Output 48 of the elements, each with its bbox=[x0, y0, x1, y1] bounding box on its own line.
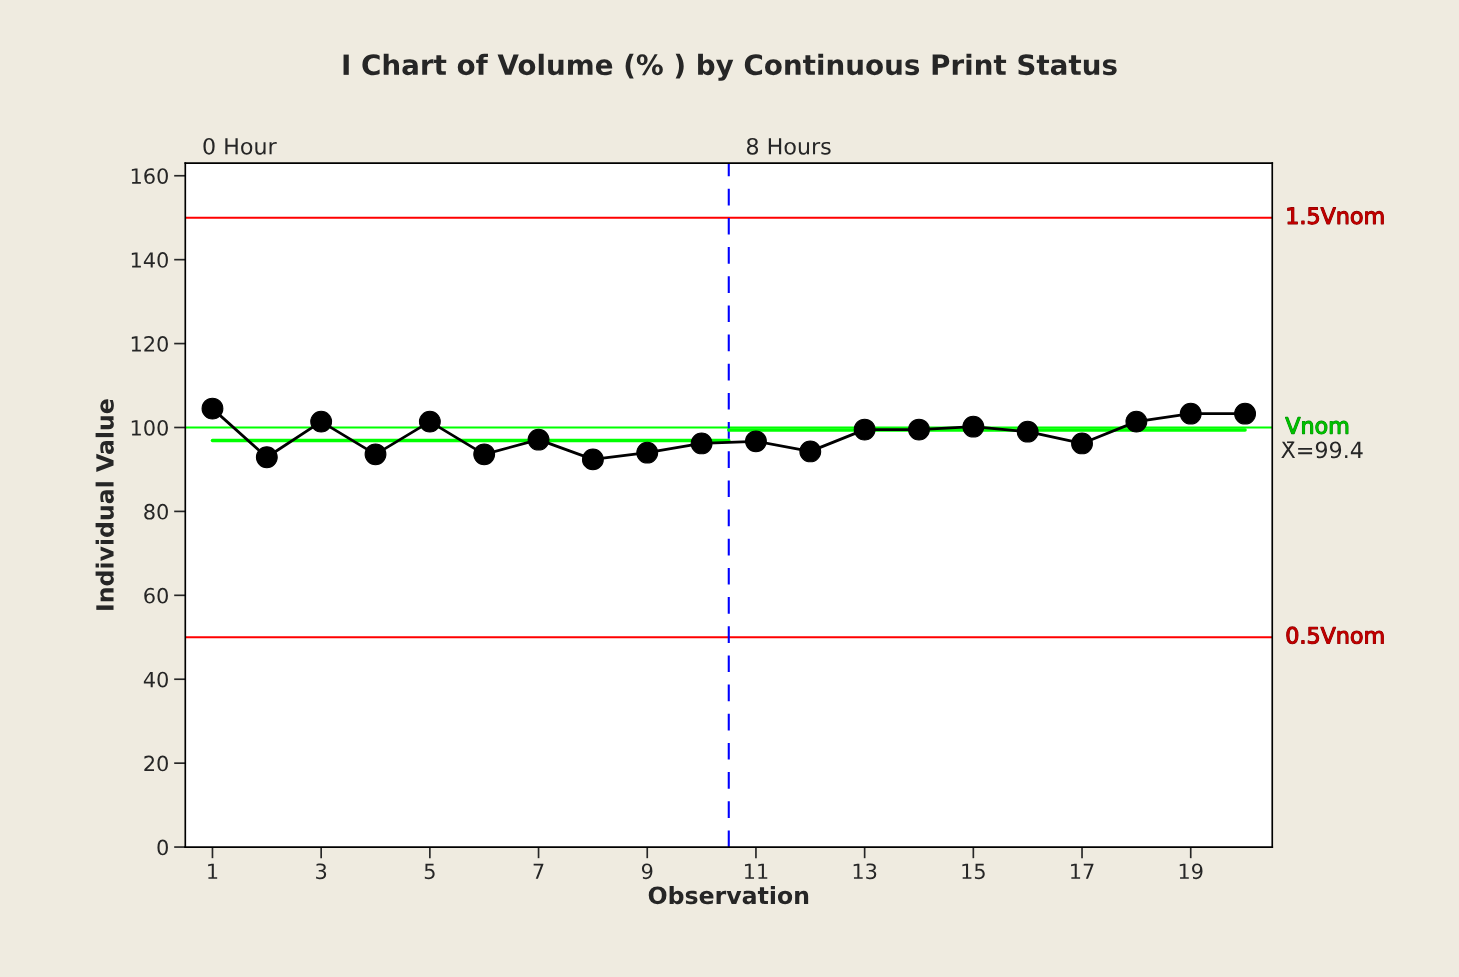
y-tick-label: 100 bbox=[131, 419, 168, 436]
x-tick-label: 1 bbox=[208, 863, 218, 879]
x-tick-label: 5 bbox=[424, 863, 435, 880]
point bbox=[690, 432, 713, 455]
point bbox=[1125, 410, 1148, 433]
point bbox=[201, 397, 224, 420]
text: 8 Hours bbox=[746, 137, 831, 155]
point bbox=[1234, 402, 1257, 425]
point bbox=[853, 418, 876, 441]
point bbox=[799, 440, 822, 463]
x-tick-label: 19 bbox=[1179, 863, 1203, 880]
x-tick-label: 7 bbox=[533, 863, 544, 879]
point bbox=[527, 428, 550, 451]
ref-line-label: 0.5Vnom bbox=[1286, 626, 1384, 644]
y-axis-title: Individual Value bbox=[95, 399, 114, 610]
y-tick-label: 60 bbox=[144, 587, 168, 604]
point bbox=[581, 448, 604, 471]
y-tick-label: 40 bbox=[143, 671, 168, 688]
ref-line-label: Vnom bbox=[1285, 417, 1348, 434]
ref-line-label: 1.5Vnom bbox=[1287, 207, 1384, 225]
x-tick-label: 3 bbox=[316, 863, 327, 880]
y-tick-label: 0 bbox=[157, 839, 168, 856]
x-axis-title: Observation bbox=[648, 885, 809, 905]
y-tick-label: 160 bbox=[131, 168, 168, 184]
annotation: X̄=99.4 bbox=[1281, 441, 1363, 459]
y-tick-label: 20 bbox=[144, 755, 168, 772]
x-tick-label: 15 bbox=[962, 863, 985, 880]
point bbox=[908, 418, 930, 441]
point bbox=[364, 443, 387, 466]
point bbox=[418, 410, 441, 433]
point bbox=[255, 446, 278, 469]
y-tick-label: 120 bbox=[131, 336, 168, 352]
chart-title: I Chart of Volume (% ) by Continuous Print Status bbox=[343, 53, 1117, 81]
y-tick-label: 80 bbox=[144, 503, 168, 520]
point bbox=[1016, 420, 1039, 443]
x-tick-label: 17 bbox=[1071, 863, 1094, 879]
x-tick-label: 9 bbox=[641, 863, 653, 880]
point bbox=[1071, 432, 1093, 455]
point bbox=[473, 443, 496, 466]
point bbox=[745, 430, 767, 453]
point bbox=[1179, 402, 1202, 425]
point bbox=[962, 415, 985, 438]
point bbox=[310, 410, 333, 433]
point bbox=[636, 441, 659, 464]
y-tick-label: 140 bbox=[131, 252, 168, 268]
x-tick-label: 13 bbox=[853, 863, 877, 880]
text: 0 Hour bbox=[203, 137, 277, 155]
x-tick-label: 11 bbox=[744, 863, 768, 879]
